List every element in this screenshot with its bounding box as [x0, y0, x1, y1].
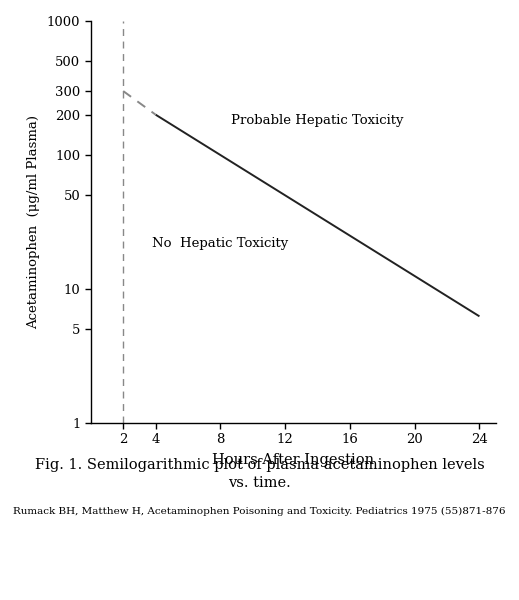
Text: vs. time.: vs. time.	[228, 476, 291, 490]
Text: Fig. 1. Semilogarithmic plot of plasma acetaminophen levels: Fig. 1. Semilogarithmic plot of plasma a…	[35, 458, 484, 472]
Text: Probable Hepatic Toxicity: Probable Hepatic Toxicity	[231, 114, 404, 127]
Text: No  Hepatic Toxicity: No Hepatic Toxicity	[152, 236, 289, 250]
Y-axis label: Acetaminophen  (μg/ml Plasma): Acetaminophen (μg/ml Plasma)	[27, 115, 40, 329]
X-axis label: Hours After Ingestion: Hours After Ingestion	[212, 454, 374, 467]
Text: Rumack BH, Matthew H, Acetaminophen Poisoning and Toxicity. Pediatrics 1975 (55): Rumack BH, Matthew H, Acetaminophen Pois…	[13, 506, 506, 516]
